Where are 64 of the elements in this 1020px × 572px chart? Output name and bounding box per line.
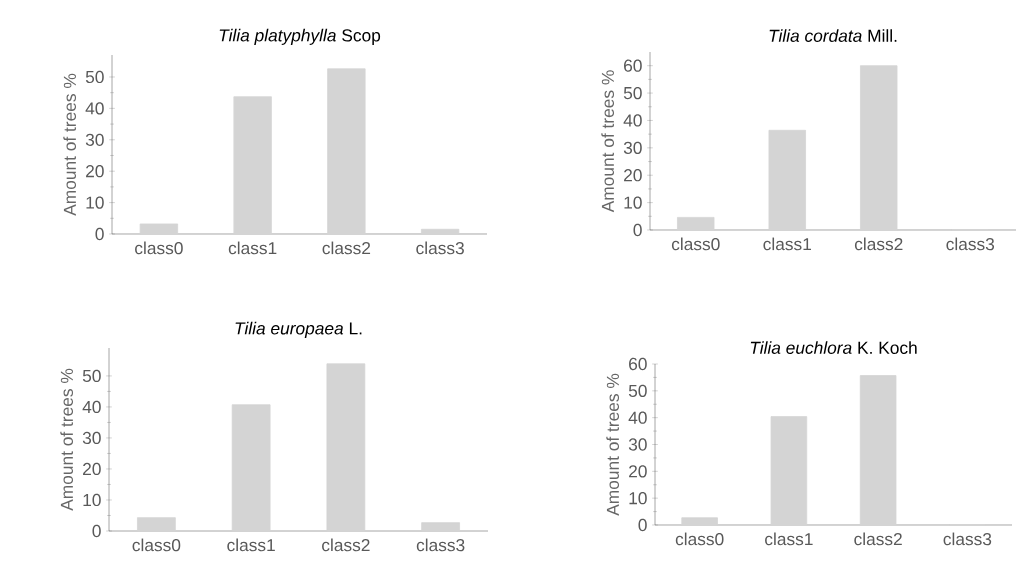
x-tick-label: class0: [675, 532, 724, 546]
bar: [420, 228, 460, 235]
y-tick-label: 40: [85, 102, 104, 115]
x-tick-label: class3: [416, 241, 464, 255]
y-axis-title: Amount of trees %: [60, 368, 74, 511]
y-tick-label: 60: [624, 59, 642, 72]
bar: [681, 517, 718, 526]
y-axis-title: Amount of trees %: [601, 70, 615, 213]
bar: [231, 404, 271, 532]
x-tick-label: class2: [854, 532, 902, 546]
y-tick-label: 0: [638, 518, 647, 532]
y-tick-label: 50: [82, 369, 101, 383]
y-tick-label: 60: [629, 357, 647, 371]
y-tick-label: 10: [86, 196, 104, 209]
y-tick-label: 20: [629, 465, 647, 478]
y-tick-label: 40: [628, 411, 647, 424]
y-tick-label: 0: [95, 227, 104, 241]
chart-title: Tilia platyphylla Scop: [219, 28, 381, 45]
bar: [859, 375, 897, 526]
x-tick-label: class0: [135, 241, 183, 255]
bar: [677, 217, 715, 231]
y-tick-label: 50: [623, 86, 642, 100]
x-tick-label: class3: [416, 538, 465, 552]
x-tick-label: class0: [671, 237, 720, 251]
y-tick-label: 30: [85, 133, 104, 146]
y-tick-label: 10: [83, 493, 101, 507]
y-tick-label: 0: [92, 524, 101, 538]
y-tick-label: 0: [633, 223, 642, 237]
x-tick-label: class1: [228, 241, 277, 255]
y-tick-label: 50: [628, 384, 647, 397]
y-tick-label: 20: [624, 169, 642, 182]
chart-title: Tilia cordata Mill.: [769, 29, 897, 42]
chart-title: Tilia euchlora K. Koch: [750, 341, 917, 354]
bar: [233, 96, 272, 235]
x-tick-label: class3: [943, 532, 992, 546]
bar: [421, 522, 460, 532]
y-tick-label: 10: [624, 196, 642, 209]
x-tick-label: class2: [322, 241, 371, 255]
y-tick-label: 30: [628, 438, 647, 451]
y-tick-label: 30: [82, 431, 101, 445]
bar: [137, 517, 176, 532]
bar: [770, 416, 808, 526]
bar: [326, 363, 366, 532]
y-tick-label: 20: [83, 462, 101, 476]
y-tick-label: 50: [85, 70, 104, 84]
y-tick-label: 40: [82, 400, 101, 414]
y-axis-title: Amount of trees %: [606, 373, 620, 516]
x-tick-label: class0: [132, 538, 181, 552]
bar: [327, 68, 366, 235]
y-axis-title: Amount of trees %: [63, 73, 77, 216]
x-tick-label: class2: [854, 237, 903, 251]
x-tick-label: class1: [765, 532, 813, 546]
y-tick-label: 30: [623, 141, 642, 154]
x-tick-label: class3: [946, 237, 995, 251]
y-tick-label: 20: [86, 165, 104, 178]
x-tick-label: class1: [227, 538, 275, 552]
bar: [139, 223, 179, 235]
y-tick-label: 10: [629, 492, 647, 505]
chart-title: Tilia europaea L.: [235, 321, 362, 338]
x-tick-label: class1: [763, 237, 811, 251]
bar: [860, 65, 898, 231]
bar: [768, 129, 806, 231]
y-tick-label: 40: [623, 114, 642, 127]
x-tick-label: class2: [322, 538, 370, 552]
